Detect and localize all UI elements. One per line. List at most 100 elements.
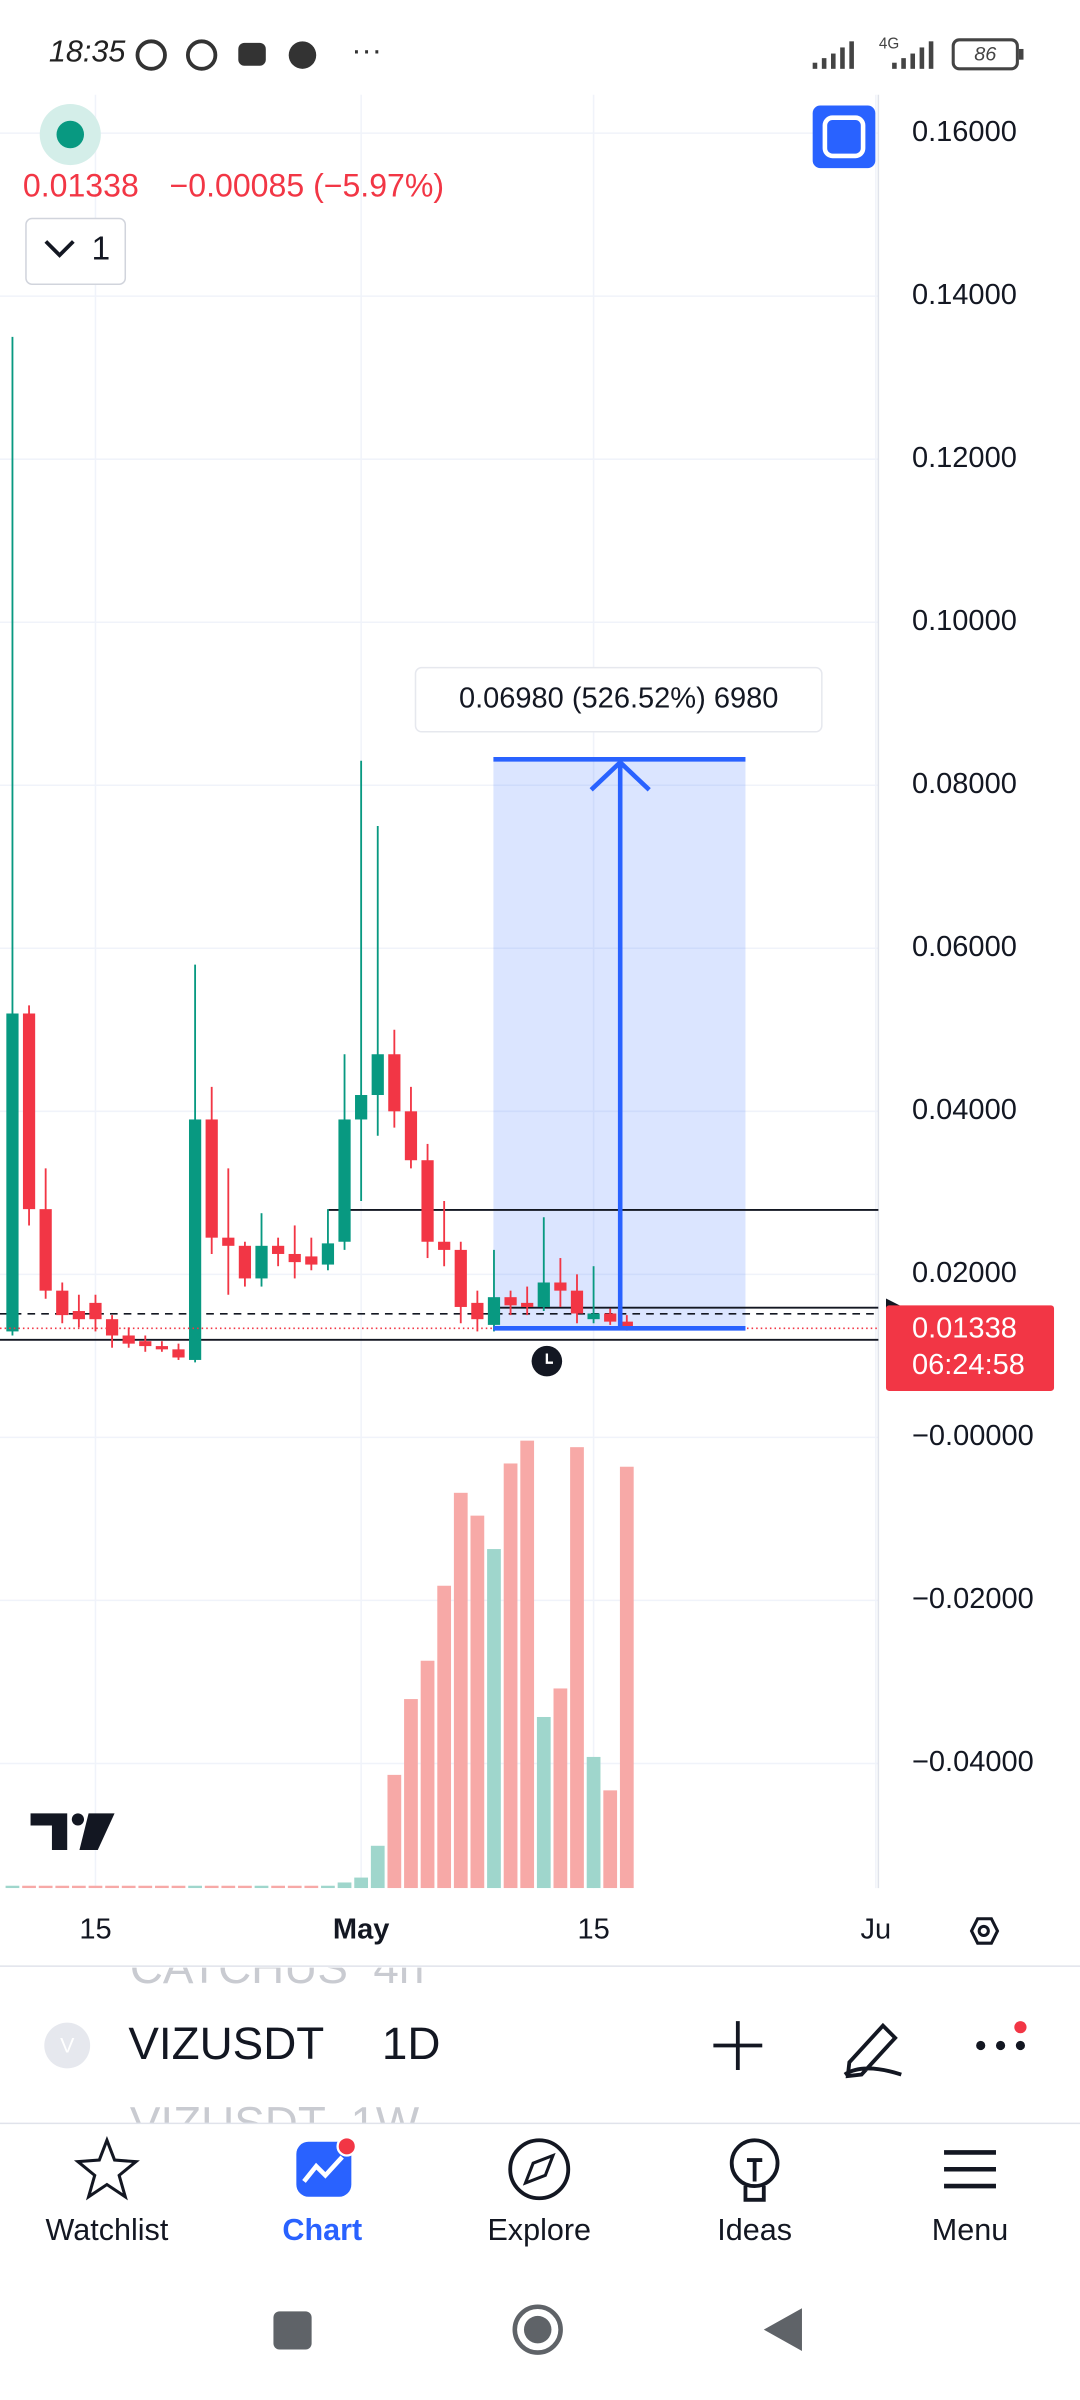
battery-tip bbox=[1018, 48, 1024, 60]
previous-symbol[interactable]: CATCHUS 4h bbox=[130, 1942, 424, 1993]
volume-bar bbox=[404, 1699, 418, 1889]
indicator-count: 1 bbox=[91, 230, 110, 267]
volume-bar bbox=[487, 1549, 501, 1889]
volume-bar bbox=[437, 1585, 452, 1889]
candle-body bbox=[487, 1297, 501, 1325]
candle-body bbox=[537, 1282, 550, 1307]
y-tick-label: 0.06000 bbox=[912, 931, 1017, 963]
volume-bar bbox=[71, 1885, 86, 1889]
candle-body bbox=[438, 1241, 451, 1250]
network-type: 4G bbox=[879, 35, 899, 52]
candle-body bbox=[39, 1209, 52, 1291]
candle-body bbox=[272, 1245, 285, 1254]
volume-bar bbox=[536, 1716, 551, 1889]
symbol-badge bbox=[44, 2022, 91, 2069]
symbol[interactable]: VIZUSDT bbox=[128, 2018, 324, 2069]
candle-body bbox=[155, 1346, 169, 1350]
notification-dot bbox=[1014, 2021, 1027, 2034]
nav-label[interactable]: Watchlist bbox=[46, 2213, 169, 2247]
volume-bar bbox=[370, 1845, 385, 1889]
volume-bar bbox=[337, 1882, 352, 1889]
candle-body bbox=[388, 1054, 401, 1112]
last-price-box bbox=[885, 1305, 1055, 1391]
x-tick-label: Ju bbox=[861, 1914, 892, 1946]
more-button[interactable] bbox=[976, 2040, 1026, 2051]
battery-level: 86 bbox=[974, 43, 997, 65]
nav-label[interactable]: Menu bbox=[932, 2213, 1008, 2247]
back-button[interactable] bbox=[763, 2308, 802, 2352]
y-tick-label: 0.14000 bbox=[912, 279, 1017, 311]
volume-bar bbox=[221, 1885, 236, 1889]
x-tick-label: May bbox=[333, 1914, 389, 1946]
candle-body bbox=[56, 1290, 69, 1316]
candle-body bbox=[321, 1243, 335, 1265]
alarm-icon bbox=[135, 39, 167, 71]
volume-bar bbox=[88, 1885, 103, 1889]
y-tick-label: 0.12000 bbox=[912, 442, 1017, 474]
volume-bar bbox=[619, 1466, 634, 1889]
more-icon: ··· bbox=[351, 33, 382, 67]
nav-label[interactable]: Ideas bbox=[717, 2213, 792, 2247]
x-tick-label: 15 bbox=[79, 1914, 111, 1946]
recents-button[interactable] bbox=[273, 2311, 312, 2350]
measure-label-box bbox=[414, 666, 823, 733]
candle-body bbox=[504, 1297, 517, 1306]
battery-icon bbox=[951, 38, 1019, 71]
candle-body bbox=[338, 1119, 351, 1242]
chart-icon-line bbox=[302, 2155, 344, 2183]
volume-bar bbox=[138, 1885, 153, 1889]
nav-label[interactable]: Explore bbox=[487, 2213, 591, 2247]
nav-label[interactable]: Chart bbox=[282, 2213, 362, 2247]
last-price-label: 0.01338 bbox=[912, 1313, 1017, 1345]
draw-button[interactable] bbox=[843, 2022, 902, 2079]
volume-bar bbox=[603, 1790, 618, 1889]
indicator-toggle[interactable] bbox=[25, 217, 127, 285]
chart[interactable]: 0.16000 0.14000 0.12000 0.10000 0.08000 0.060… bbox=[0, 94, 1055, 1946]
add-button[interactable] bbox=[713, 2021, 763, 2070]
candle-body bbox=[587, 1313, 600, 1320]
home-button[interactable] bbox=[512, 2304, 563, 2355]
plot-area bbox=[0, 336, 879, 1889]
candle-body bbox=[205, 1119, 218, 1238]
candle-body bbox=[404, 1111, 418, 1161]
y-tick-label: −0.02000 bbox=[912, 1583, 1034, 1615]
volume-bar bbox=[55, 1885, 70, 1889]
candle-body bbox=[222, 1237, 235, 1246]
measure-arrowhead bbox=[589, 759, 651, 792]
bulb-base bbox=[743, 2158, 766, 2202]
candle-body bbox=[72, 1311, 85, 1320]
interval[interactable]: 1D bbox=[382, 2018, 441, 2069]
volume-bar bbox=[420, 1660, 435, 1889]
candle-body bbox=[89, 1302, 102, 1320]
app-icon bbox=[238, 42, 266, 66]
ideas-icon bbox=[729, 2138, 780, 2188]
fullscreen-button[interactable] bbox=[812, 105, 876, 169]
volume-bar bbox=[520, 1440, 535, 1889]
volume-bar bbox=[321, 1885, 335, 1889]
y-tick-label: 0.10000 bbox=[912, 605, 1017, 637]
volume-bar bbox=[271, 1885, 285, 1889]
volume-bar bbox=[38, 1885, 53, 1889]
nav-labels: Watchlist Chart Explore Ideas Menu bbox=[46, 2213, 1009, 2247]
next-symbol[interactable]: VIZUSDT 1W bbox=[130, 2098, 420, 2149]
y-tick-label: 0.04000 bbox=[912, 1094, 1017, 1126]
volume-bar bbox=[354, 1877, 369, 1889]
volume-bar bbox=[586, 1756, 601, 1889]
volume-bar bbox=[105, 1885, 119, 1889]
candle-body bbox=[105, 1319, 119, 1336]
volume-bar bbox=[155, 1885, 169, 1889]
y-tick-label: 0.16000 bbox=[912, 116, 1017, 148]
header-price: 0.01338 bbox=[23, 167, 139, 203]
volume-bar bbox=[121, 1885, 136, 1889]
header-change: −0.00085 (−5.97%) bbox=[170, 167, 445, 203]
compass-needle bbox=[522, 2152, 556, 2186]
volume-bar bbox=[470, 1515, 485, 1889]
volume-bar bbox=[254, 1885, 269, 1889]
candle-body bbox=[188, 1119, 202, 1360]
settings-icon[interactable] bbox=[969, 1917, 1000, 1945]
volume-bar bbox=[453, 1492, 468, 1889]
volume-bar bbox=[22, 1885, 36, 1889]
fullscreen-icon bbox=[822, 115, 866, 159]
explore-icon bbox=[508, 2138, 571, 2201]
